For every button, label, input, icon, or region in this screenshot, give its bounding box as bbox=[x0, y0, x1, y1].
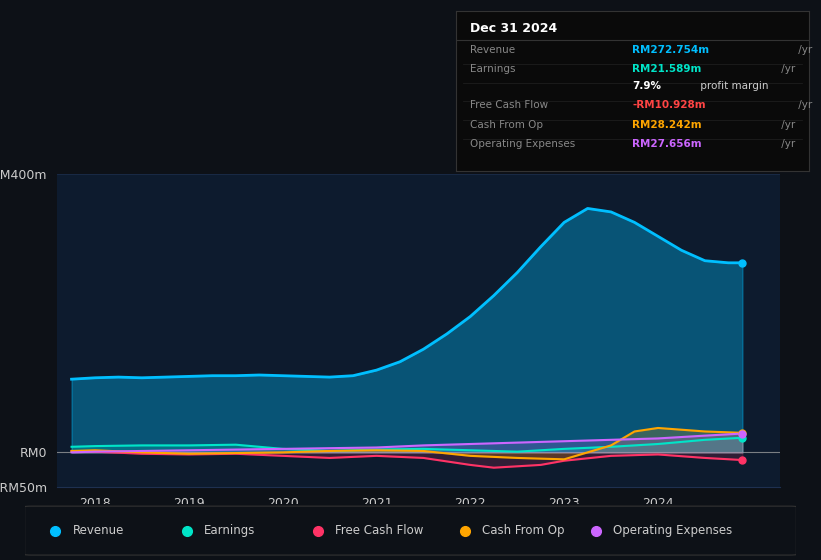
Text: -RM10.928m: -RM10.928m bbox=[632, 100, 706, 110]
Text: /yr: /yr bbox=[795, 44, 812, 54]
Text: /yr: /yr bbox=[795, 100, 812, 110]
Text: /yr: /yr bbox=[778, 139, 796, 148]
Text: RM21.589m: RM21.589m bbox=[632, 64, 702, 74]
Text: Earnings: Earnings bbox=[204, 524, 255, 537]
Text: Cash From Op: Cash From Op bbox=[481, 524, 564, 537]
Text: RM272.754m: RM272.754m bbox=[632, 44, 709, 54]
Text: Free Cash Flow: Free Cash Flow bbox=[335, 524, 424, 537]
Text: Cash From Op: Cash From Op bbox=[470, 119, 543, 129]
Text: Operating Expenses: Operating Expenses bbox=[612, 524, 732, 537]
Text: 7.9%: 7.9% bbox=[632, 81, 661, 91]
Text: /yr: /yr bbox=[778, 64, 796, 74]
Text: RM27.656m: RM27.656m bbox=[632, 139, 702, 148]
Text: Free Cash Flow: Free Cash Flow bbox=[470, 100, 548, 110]
Text: Dec 31 2024: Dec 31 2024 bbox=[470, 22, 557, 35]
Text: Revenue: Revenue bbox=[72, 524, 124, 537]
Text: profit margin: profit margin bbox=[697, 81, 768, 91]
Text: RM28.242m: RM28.242m bbox=[632, 119, 702, 129]
Text: Earnings: Earnings bbox=[470, 64, 516, 74]
Text: /yr: /yr bbox=[778, 119, 796, 129]
Text: Operating Expenses: Operating Expenses bbox=[470, 139, 575, 148]
Text: Revenue: Revenue bbox=[470, 44, 515, 54]
